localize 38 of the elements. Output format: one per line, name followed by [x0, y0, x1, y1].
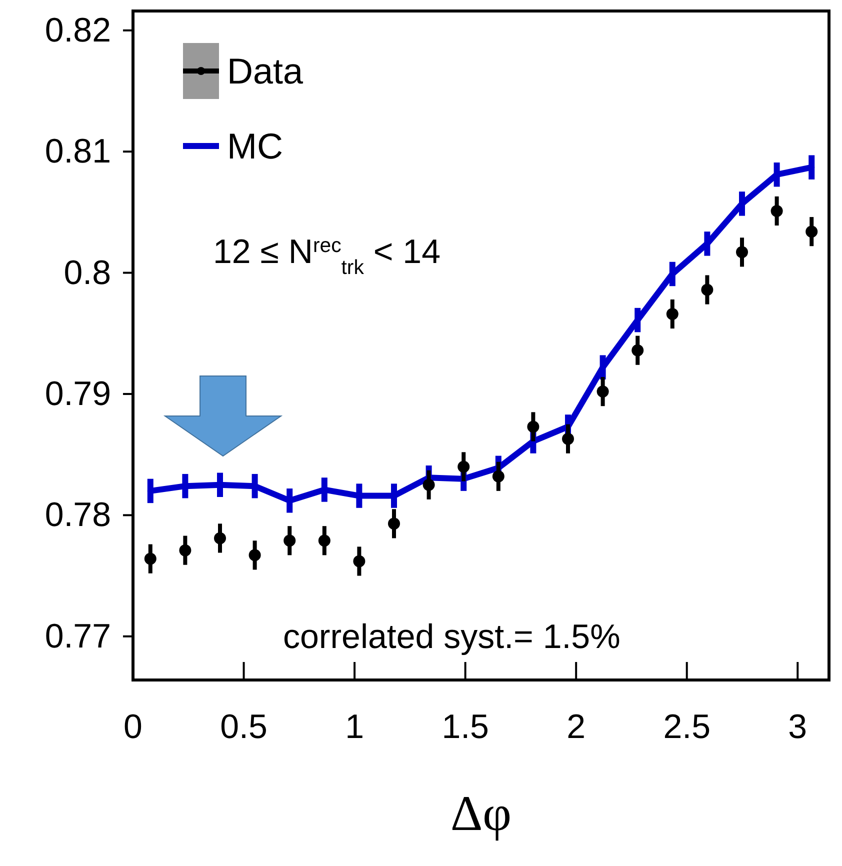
x-tick-label: 1.5: [442, 708, 489, 746]
point: [318, 534, 330, 547]
x-axis-title: Δφ: [450, 785, 512, 841]
x-tick-label: 0.5: [220, 708, 268, 746]
y-tick-label: 0.8: [64, 254, 111, 292]
annotation: correlated syst.= 1.5%: [283, 618, 620, 656]
legend-label: MC: [227, 126, 283, 167]
x-tick-label: 1: [345, 708, 364, 746]
point: [458, 460, 470, 473]
y-tick-label: 0.79: [44, 374, 111, 413]
point: [596, 386, 609, 398]
y-tick-label: 0.81: [44, 132, 111, 171]
point: [353, 555, 366, 568]
point: [492, 470, 504, 482]
point: [632, 344, 644, 356]
point: [770, 204, 783, 217]
y-tick-label: 0.82: [44, 11, 111, 50]
point: [562, 432, 574, 445]
x-tick-label: 0: [124, 708, 142, 746]
point: [214, 532, 226, 544]
y-tick-label: 0.77: [44, 617, 111, 656]
x-tick-label: 2: [566, 708, 586, 746]
point: [701, 284, 714, 296]
annotation: 12 ≤ N$^{rec}$$_{trk}$ < 14: [213, 233, 440, 279]
point: [422, 478, 435, 491]
point: [806, 226, 818, 238]
point: [144, 552, 156, 565]
point: [666, 308, 678, 320]
point: [179, 544, 192, 556]
point: [527, 420, 540, 433]
point: [388, 518, 400, 530]
x-tick-label: 3: [788, 708, 808, 746]
point: [736, 246, 748, 258]
legend-label: Data: [227, 50, 304, 92]
point: [248, 549, 261, 562]
y-tick-label: 0.78: [44, 496, 111, 534]
x-tick-label: 2.5: [663, 708, 710, 746]
point: [284, 534, 296, 547]
